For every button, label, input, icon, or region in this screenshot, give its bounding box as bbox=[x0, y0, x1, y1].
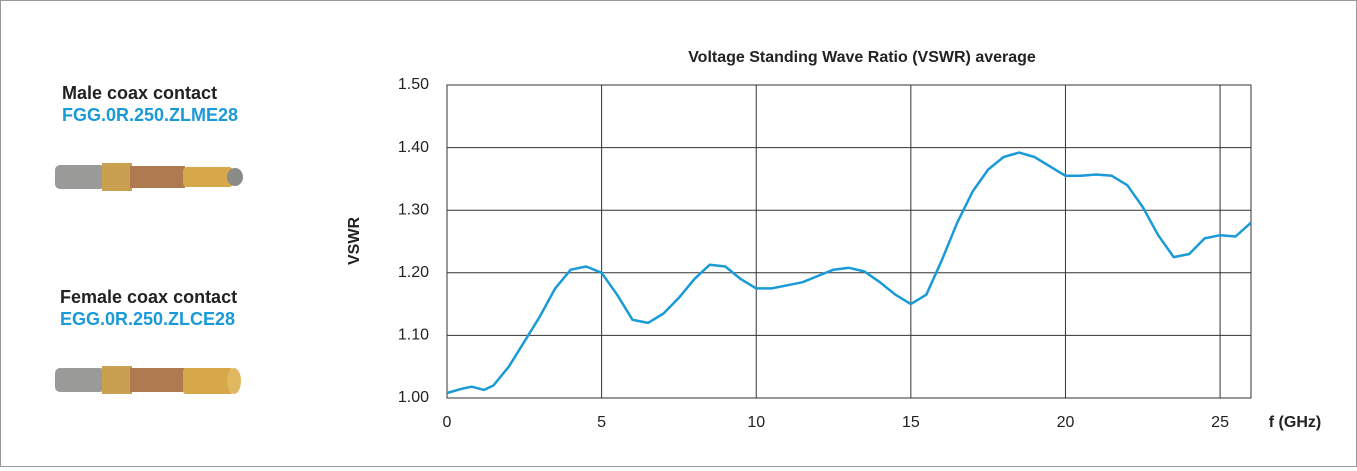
female-contact-image bbox=[55, 366, 241, 394]
x-tick-label: 5 bbox=[597, 414, 606, 431]
product-code: EGG.0R.250.ZLCE28 bbox=[60, 309, 235, 329]
male-contact-image bbox=[55, 163, 243, 191]
y-tick-label: 1.20 bbox=[398, 264, 429, 281]
y-tick-label: 1.50 bbox=[398, 76, 429, 93]
y-tick-label: 1.40 bbox=[398, 139, 429, 156]
x-tick-label: 0 bbox=[443, 414, 452, 431]
y-tick-label: 1.00 bbox=[398, 389, 429, 406]
data-line bbox=[446, 151, 1252, 395]
product-code: FGG.0R.250.ZLME28 bbox=[62, 105, 238, 125]
product-label: Female coax contact bbox=[60, 287, 237, 307]
x-tick-label: 25 bbox=[1211, 414, 1229, 431]
product-label: Male coax contact bbox=[62, 83, 217, 103]
x-tick-label: 15 bbox=[902, 414, 920, 431]
y-axis-label: VSWR bbox=[346, 217, 363, 265]
y-tick-label: 1.30 bbox=[398, 201, 429, 218]
y-tick-label: 1.10 bbox=[398, 327, 429, 344]
x-tick-label: 20 bbox=[1057, 414, 1075, 431]
x-axis-label: f (GHz) bbox=[1269, 414, 1321, 431]
chart-title: Voltage Standing Wave Ratio (VSWR) avera… bbox=[688, 49, 1036, 66]
x-tick-label: 10 bbox=[747, 414, 765, 431]
